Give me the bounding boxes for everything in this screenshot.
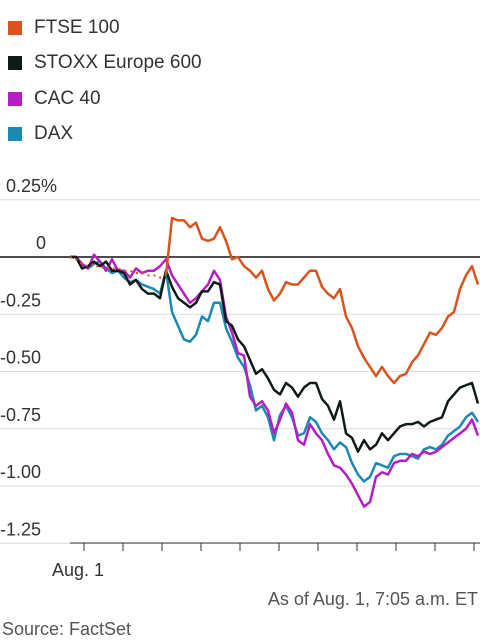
legend-item-cac: CAC 40 bbox=[8, 81, 202, 117]
chart-legend: FTSE 100 STOXX Europe 600 CAC 40 DAX bbox=[8, 10, 202, 152]
legend-swatch bbox=[8, 127, 22, 142]
y-tick-label: -0.75 bbox=[0, 405, 41, 425]
legend-label: DAX bbox=[34, 123, 74, 145]
series-line-ftse bbox=[164, 216, 480, 385]
series-line-dax bbox=[70, 255, 480, 483]
y-tick-label: -0.50 bbox=[0, 348, 41, 368]
legend-label: STOXX Europe 600 bbox=[34, 52, 202, 74]
source-note: Source: FactSet bbox=[2, 619, 132, 639]
series-line-cac bbox=[70, 253, 480, 508]
y-tick-label: 0 bbox=[36, 233, 46, 253]
y-tick-label: -0.25 bbox=[0, 290, 41, 310]
series-line-ftse-preopen bbox=[69, 256, 167, 279]
legend-item-dax: DAX bbox=[8, 117, 202, 153]
legend-swatch bbox=[8, 91, 22, 106]
legend-swatch bbox=[8, 56, 22, 71]
legend-label: FTSE 100 bbox=[34, 16, 120, 38]
legend-item-ftse: FTSE 100 bbox=[8, 10, 202, 46]
legend-swatch bbox=[8, 20, 22, 35]
y-tick-label: -1.25 bbox=[0, 519, 41, 539]
series-line-stoxx bbox=[70, 255, 480, 453]
y-tick-label: -1.00 bbox=[0, 462, 41, 482]
as-of-note: As of Aug. 1, 7:05 a.m. ET bbox=[267, 589, 478, 609]
legend-item-stoxx: STOXX Europe 600 bbox=[8, 46, 202, 82]
legend-label: CAC 40 bbox=[34, 87, 101, 109]
y-tick-label: 0.25% bbox=[6, 176, 57, 196]
x-tick-label: Aug. 1 bbox=[52, 560, 104, 580]
